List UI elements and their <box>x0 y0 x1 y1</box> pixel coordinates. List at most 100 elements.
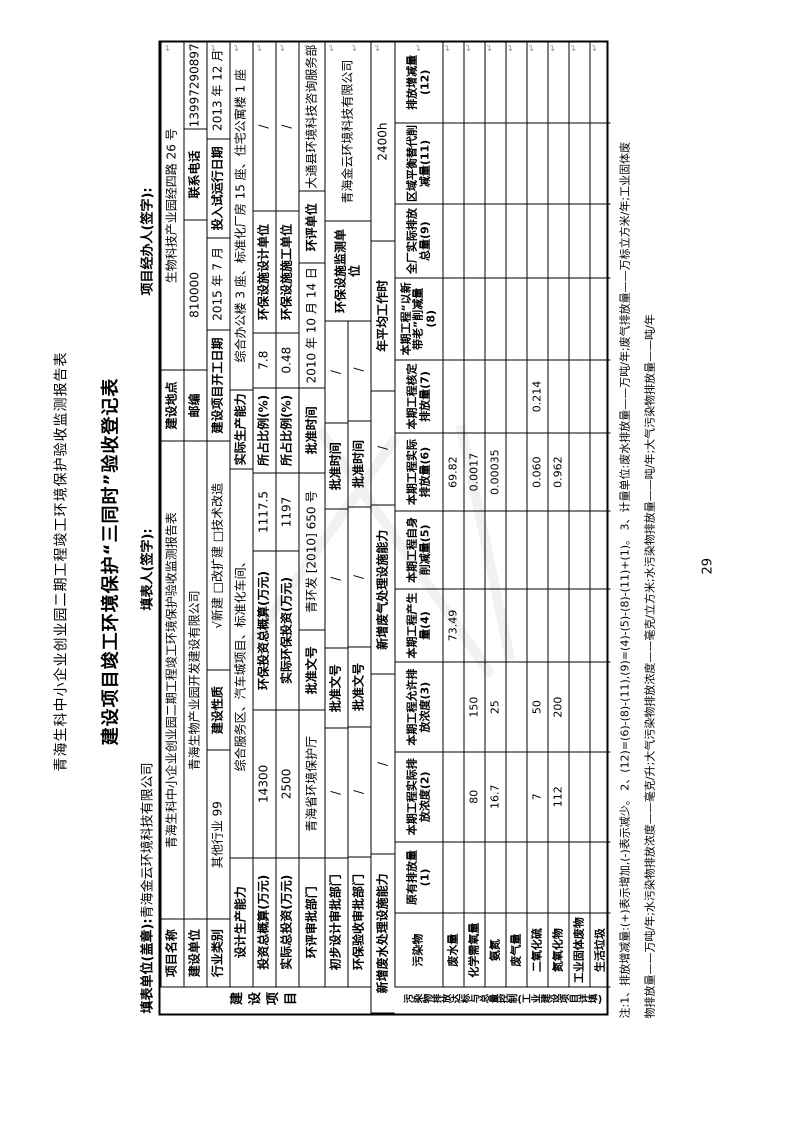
pollutant-value-1-2: 150 <box>463 662 484 752</box>
s1-r3-v2: √新建 □改扩建 □技术改造 <box>206 441 229 671</box>
s1-r6-v1: 2500 <box>275 710 298 858</box>
pollutant-value-7-9 <box>589 122 610 205</box>
s1-r5-v4: / <box>252 42 275 212</box>
pollutant-value-3-5 <box>505 433 526 511</box>
pollutant-value-2-10 <box>484 41 505 123</box>
pollutant-header-0: 污染物 <box>394 913 442 987</box>
pollutant-value-3-6 <box>505 359 526 434</box>
pollutant-value-7-1 <box>589 751 610 842</box>
s1-r10-v2: / <box>370 390 394 506</box>
pollutant-name-3: 废气量 <box>505 913 526 987</box>
s1-r8-v4: 青海金云环境科技有限公司 <box>324 42 370 222</box>
pollutant-value-1-3 <box>463 588 484 663</box>
pollutant-value-3-8 <box>505 204 526 278</box>
pollutant-value-3-4 <box>505 511 526 589</box>
s1-r5-v1: 14300 <box>252 710 275 858</box>
pollutant-value-5-5: 0.962 <box>547 433 568 511</box>
pollutant-data-rows: 废水量 73.49 69.82 化学需氧量 80 150 0.0017 氨氮 16.7 25 0.0… <box>442 41 610 987</box>
pollutant-value-3-1 <box>505 751 526 842</box>
pollutant-value-4-3 <box>526 588 547 663</box>
pollutant-header-3: 本期工程允许排放浓度(3) <box>394 662 442 752</box>
s1-r9-v3: / <box>347 318 370 421</box>
pollutant-value-4-0 <box>526 841 547 914</box>
s1-r4-l2: 实际生产能力 <box>229 389 252 470</box>
s1-r2-v3: 13997290897 <box>183 42 206 129</box>
pollutant-value-2-1: 16.7 <box>484 751 505 842</box>
s1-r6-l3: 所占比例(%) <box>275 387 298 474</box>
pollutant-value-0-0 <box>442 841 463 914</box>
pollutant-value-4-9 <box>526 122 547 205</box>
pollutant-value-3-10 <box>505 41 526 123</box>
pollutant-value-6-7 <box>568 277 589 360</box>
return-mark-5: ↵ <box>278 43 288 51</box>
s1-r10-v1: / <box>370 674 394 854</box>
s1-r2-l1: 建设单位 <box>183 919 206 987</box>
pollutant-value-0-10 <box>442 41 463 123</box>
pollutant-value-1-4 <box>463 511 484 589</box>
handler-label: 项目经办人(签字): <box>140 186 155 295</box>
pollutant-value-2-0 <box>484 841 505 914</box>
pollutant-row-7: 生活垃圾 <box>589 41 610 987</box>
s1-r1-l1: 项目名称 <box>160 919 183 987</box>
pollutant-value-7-8 <box>589 204 610 278</box>
s1-r5-l1: 投资总概算(万元) <box>252 857 275 987</box>
pollutant-value-2-5: 0.00035 <box>484 433 505 511</box>
return-mark-13: ↵ <box>485 43 495 51</box>
pollutant-value-4-7 <box>526 277 547 360</box>
pollutant-value-4-6: 0.214 <box>526 359 547 434</box>
s1-r5-l4: 环保设施设计单位 <box>252 211 275 333</box>
pollutant-value-5-1: 112 <box>547 751 568 842</box>
s1-r7-v3: 2010 年 10 月 14 日 <box>298 263 324 388</box>
section1-row-r8: 初步设计审批部门 / 批准文号 / 批准时间 / 环保设施监测单位 青海金云环境科技有限公司 <box>324 42 370 987</box>
s1-r8-l2: 批准文号 <box>324 648 347 729</box>
return-mark-3: ↵ <box>232 43 242 51</box>
pollutant-side-label-line2: (工业建设项目详填) <box>516 994 602 1005</box>
pollutant-value-5-2: 200 <box>547 662 568 752</box>
pollutant-value-7-7 <box>589 277 610 360</box>
s1-r5-l3: 所占比例(%) <box>252 387 275 474</box>
pollutant-value-7-3 <box>589 588 610 663</box>
pollutant-value-6-2 <box>568 662 589 752</box>
pollutant-value-4-4 <box>526 511 547 589</box>
pollutant-header-9: 全厂实际排放总量(9) <box>394 204 442 278</box>
pollutant-value-1-9 <box>463 122 484 205</box>
pollutant-value-0-9 <box>442 122 463 205</box>
pollutant-value-2-9 <box>484 122 505 205</box>
pollutant-value-7-10 <box>589 41 610 123</box>
pollutant-header-row: 污染物 原有排放量(1) 本期工程实际排放浓度(2) 本期工程允许排放浓度(3) 本期工… <box>394 41 442 987</box>
s1-r7-v2: 青环发 [2010] 650 号 <box>298 473 324 631</box>
s1-r8-l3: 批准时间 <box>324 423 347 510</box>
form-person-label: 填表人(签字): <box>140 527 155 610</box>
pollutant-header-10: 区域平衡替代削减量(11) <box>394 122 442 205</box>
pollutant-value-1-10 <box>463 41 484 123</box>
pollutant-value-5-4 <box>547 511 568 589</box>
pollutant-value-3-0 <box>505 841 526 914</box>
pollutant-value-0-7 <box>442 277 463 360</box>
s1-r6-v2: 1197 <box>275 473 298 551</box>
pollutant-value-3-3 <box>505 588 526 663</box>
pollutant-value-1-0 <box>463 841 484 914</box>
pollutant-value-0-3: 73.49 <box>442 588 463 663</box>
pollutant-row-0: 废水量 73.49 69.82 <box>442 41 463 987</box>
s1-r2-v1: 青海生物产业园开发建设有限公司 <box>183 441 206 920</box>
pollutant-value-2-7 <box>484 277 505 360</box>
pollutant-value-5-0 <box>547 841 568 914</box>
s1-r3-v1: 其他行业 99 <box>206 750 229 920</box>
return-mark-12: ↵ <box>464 43 474 51</box>
pollutant-side-label: 污染物排放达标与总量控制 (工业建设项目详填) <box>394 987 610 1013</box>
pollutant-value-5-7 <box>547 277 568 360</box>
s1-r10-l3: 年平均工作时 <box>370 241 394 391</box>
pollutant-value-5-8 <box>547 204 568 278</box>
pollutant-name-5: 氮氧化物 <box>547 913 568 987</box>
pollutant-value-0-6 <box>442 359 463 434</box>
pollutant-name-4: 二氧化硫 <box>526 913 547 987</box>
section1-row-r5: 投资总概算(万元) 14300 环保投资总概算(万元) 1117.5 所占比例(%) 7.… <box>252 42 275 987</box>
s1-r1-v2: 生物科技产业园经四路 26 号 <box>160 41 183 370</box>
section1-row-r4: 设计生产能力 综合服务区、汽车城项目、标准化车间、 实际生产能力 综合办公楼 3 座、… <box>229 42 252 987</box>
s1-r9-v1: / <box>347 727 370 857</box>
pollutant-value-4-5: 0.060 <box>526 433 547 511</box>
s1-r7-v4: 大通县环境科技咨询服务部 <box>298 42 324 192</box>
pollutant-value-6-9 <box>568 122 589 205</box>
pollutant-value-7-4 <box>589 511 610 589</box>
s1-r9-l1: 环保验收审批部门 <box>347 857 370 987</box>
